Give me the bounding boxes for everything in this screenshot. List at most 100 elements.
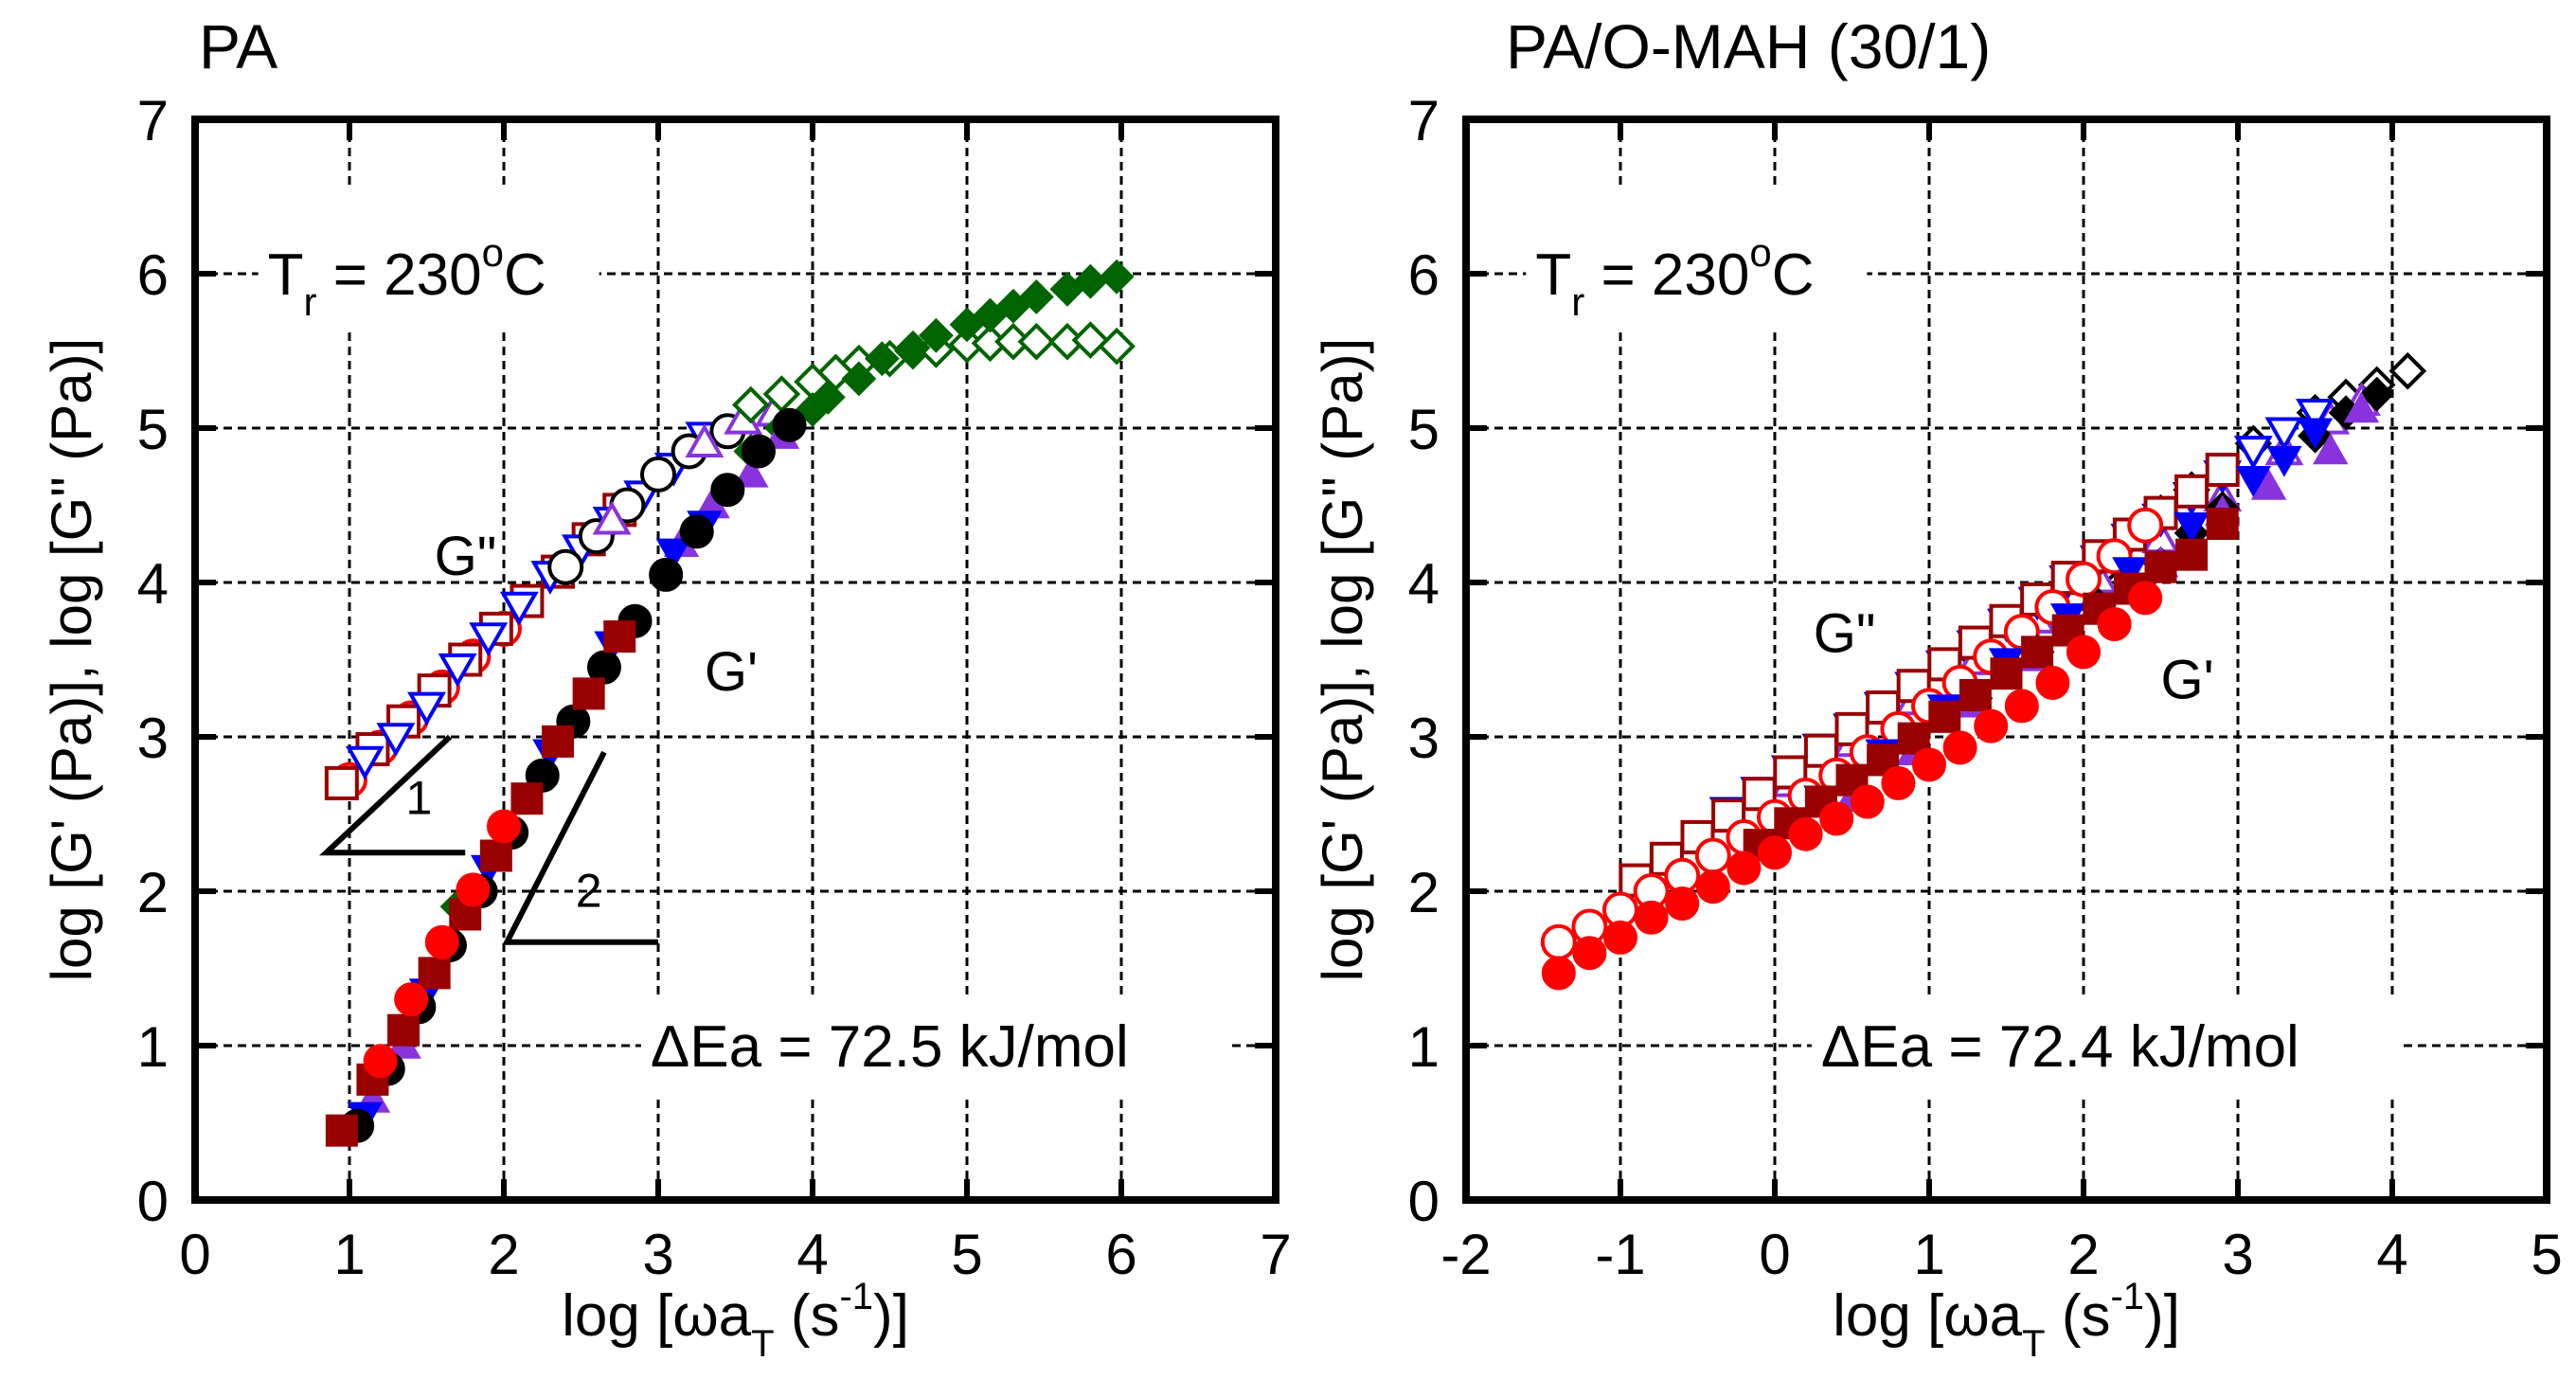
x-tick-label: 6 <box>1105 1223 1136 1286</box>
data-point <box>363 1044 398 1079</box>
data-point <box>2205 453 2240 488</box>
data-point <box>1540 923 1577 960</box>
data-point <box>1850 784 1885 819</box>
tr-main: T <box>268 242 304 308</box>
x-tick-label: 7 <box>1260 1223 1291 1286</box>
x-label-sup: -1 <box>839 1276 873 1317</box>
data-point <box>1928 700 1961 733</box>
data-point <box>2175 538 2209 571</box>
data-point <box>1694 837 1731 874</box>
data-point <box>2097 607 2132 642</box>
data-point <box>841 361 877 397</box>
annotation-bg <box>1526 188 1868 331</box>
y-tick-label: 0 <box>137 1170 169 1233</box>
x-tick-label: 3 <box>642 1223 673 1286</box>
y-tick-label: 1 <box>137 1015 169 1079</box>
data-point <box>655 538 692 570</box>
tr-sup: o <box>1749 230 1771 275</box>
y-tick-label: 6 <box>1408 243 1440 307</box>
data-point <box>2296 398 2334 433</box>
data-point <box>2174 474 2209 509</box>
x-axis-label: log [ωaT (s-1)] <box>562 1276 909 1365</box>
data-point <box>731 385 770 424</box>
y-tick-label: 4 <box>1408 552 1440 616</box>
data-point <box>733 456 769 488</box>
data-point <box>2297 418 2334 450</box>
data-point <box>2066 635 2101 670</box>
data-point <box>1912 747 1946 782</box>
data-point <box>2343 391 2380 423</box>
tr-main: T <box>1535 242 1571 308</box>
data-point <box>1541 956 1576 991</box>
tr-sub: r <box>303 279 316 324</box>
data-point <box>2112 557 2148 588</box>
data-point <box>345 745 385 780</box>
x-label-end: )] <box>873 1283 909 1349</box>
plot-frame <box>1462 116 2550 1204</box>
data-point <box>2206 508 2239 541</box>
data-point <box>324 765 359 800</box>
data-point <box>1099 259 1135 295</box>
x-tick-label: 1 <box>1913 1223 1944 1286</box>
x-label-main: log [ωa <box>562 1283 752 1349</box>
tr-unit: C <box>1772 242 1815 308</box>
data-point <box>510 782 544 815</box>
g-double-prime-label: G" <box>435 526 497 587</box>
data-point <box>394 982 429 1017</box>
data-point <box>1788 816 1823 851</box>
data-point <box>710 473 745 508</box>
x-tick-label: 2 <box>2067 1223 2099 1286</box>
y-tick-label: 6 <box>137 243 169 307</box>
data-point <box>2144 550 2177 583</box>
data-point <box>1695 869 1730 904</box>
g-prime-label: G' <box>2161 649 2214 710</box>
x-label-sub: T <box>2022 1323 2045 1365</box>
y-tick-label: 2 <box>1408 861 1440 924</box>
data-point <box>1942 730 1977 765</box>
series-square-filled <box>325 620 636 1147</box>
data-point <box>679 514 714 549</box>
data-point <box>685 423 724 458</box>
reference-temperature-label: Tr = 230oC <box>268 230 546 324</box>
x-tick-label: 4 <box>796 1223 828 1286</box>
series-circle-filled <box>363 809 521 1079</box>
data-point <box>2313 433 2349 465</box>
data-point <box>479 839 512 872</box>
data-point <box>1634 900 1669 935</box>
data-point <box>2127 507 2164 544</box>
x-label-sup: -1 <box>2110 1276 2144 1317</box>
data-point <box>499 591 539 626</box>
x-axis-label: log [ωaT (s-1)] <box>1833 1276 2180 1365</box>
g-double-prime-label: G" <box>1814 602 1876 664</box>
data-point <box>640 456 676 492</box>
data-point <box>1990 657 2023 690</box>
data-point <box>424 924 459 959</box>
slope-label-2: 2 <box>576 864 602 917</box>
data-point <box>1603 920 1637 955</box>
tr-unit: C <box>504 242 546 308</box>
data-point <box>456 872 491 907</box>
data-point <box>603 620 636 654</box>
annotation-bg <box>258 188 599 331</box>
data-point <box>1866 690 1901 725</box>
data-point <box>469 622 509 657</box>
y-tick-label: 5 <box>1408 398 1440 461</box>
data-point <box>2266 445 2302 477</box>
x-tick-label: 5 <box>2531 1223 2562 1286</box>
data-point <box>1017 322 1056 361</box>
data-point <box>2128 581 2163 616</box>
y-axis-label: log [G' (Pa)], log [G" (Pa)] <box>1311 338 1374 982</box>
data-point <box>2233 436 2273 470</box>
annotation-bg <box>1811 999 2399 1095</box>
slope-label-1: 1 <box>405 772 432 825</box>
g-prime-label: G' <box>705 641 758 703</box>
y-tick-label: 4 <box>137 552 169 616</box>
data-point <box>864 341 900 377</box>
x-tick-label: 5 <box>951 1223 982 1286</box>
data-point <box>2035 665 2070 700</box>
y-tick-label: 2 <box>137 861 169 924</box>
y-tick-label: 1 <box>1408 1015 1440 1079</box>
x-label-end: )] <box>2144 1283 2180 1349</box>
data-point <box>2264 417 2304 452</box>
